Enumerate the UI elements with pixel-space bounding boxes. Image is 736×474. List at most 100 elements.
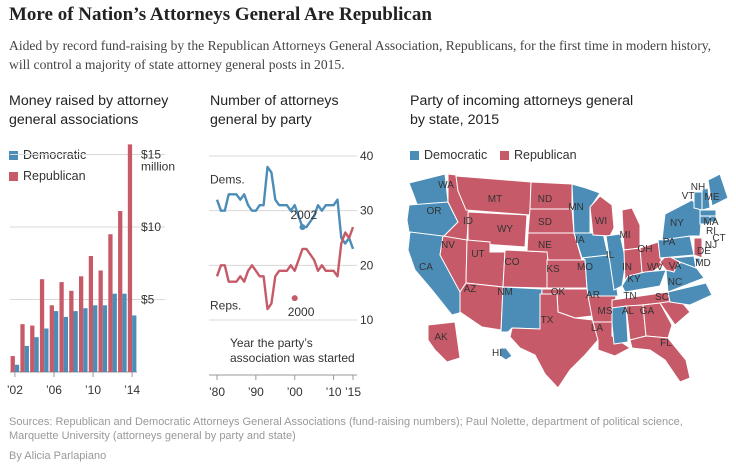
party-title-line-1: Number of attorneys (210, 93, 339, 109)
state-mt (455, 175, 532, 216)
state-shapes (406, 173, 729, 389)
state-co (502, 249, 549, 289)
party-y-tick-label: 10 (360, 313, 374, 327)
dems-series-label: Dems. (210, 173, 245, 187)
state-ma (699, 209, 717, 217)
state-label-or: OR (427, 206, 442, 217)
map-title-line-2: by state, 2015 (410, 112, 500, 128)
state-wy (467, 211, 528, 248)
democratic-bar-2004 (34, 337, 39, 372)
republican-bar-2004 (30, 325, 35, 372)
map-legend-republican-label: Republican (514, 148, 577, 162)
state-label-de: DE (697, 246, 711, 257)
state-label-mi: MI (619, 230, 630, 241)
headline: More of Nation’s Attorneys General Are R… (9, 4, 432, 25)
state-label-id: ID (463, 216, 473, 227)
state-label-ak: AK (434, 332, 448, 343)
money-chart-title: Money raised by attorney general associa… (9, 92, 168, 130)
state-label-ri: RI (706, 226, 716, 237)
state-label-tn: TN (623, 291, 636, 302)
state-label-md: MD (695, 258, 711, 269)
state-vt (693, 191, 703, 211)
democratic-bar-2010 (93, 305, 98, 372)
map-legend-democratic: Democratic (410, 148, 487, 162)
state-me (707, 173, 729, 207)
republican-bar-2012 (108, 234, 113, 372)
money-legend-republican: Republican (9, 169, 86, 183)
state-label-mo: MO (577, 262, 593, 273)
state-label-mn: MN (568, 202, 584, 213)
map-legend-democratic-label: Democratic (424, 148, 488, 162)
state-label-mt: MT (488, 194, 502, 205)
state-label-al: AL (622, 306, 635, 317)
source-note: Sources: Republican and Democratic Attor… (9, 416, 683, 442)
money-title-line-2: general associations (9, 112, 139, 128)
state-ga (642, 302, 673, 339)
dek: Aided by record fund-raising by the Repu… (9, 38, 712, 72)
money-x-tick-label: ’10 (85, 383, 101, 397)
state-label-co: CO (505, 257, 520, 268)
state-label-nj: NJ (705, 240, 717, 251)
map-republican-swatch (500, 150, 509, 160)
map-title-line-1: Party of incoming attorneys general (410, 93, 634, 109)
state-label-pa: PA (663, 237, 676, 248)
state-label-me: ME (705, 192, 720, 203)
state-wi (589, 195, 615, 237)
democratic-bar-2007 (63, 316, 69, 372)
state-label-vt: VT (682, 191, 695, 202)
state-label-ut: UT (471, 249, 484, 260)
republican-bar-2008 (69, 290, 74, 372)
money-x-tick-label: ’06 (46, 383, 62, 397)
reps-series-label: Reps. (210, 298, 241, 312)
democratic-bar-2006 (53, 311, 59, 372)
money-y-tick-label: $15 (141, 148, 161, 162)
dem-association-marker (299, 224, 306, 231)
republican-swatch (9, 171, 18, 181)
republican-bar-2005 (39, 279, 45, 372)
democratic-bar-2008 (73, 311, 78, 372)
state-label-ar: AR (586, 290, 600, 301)
state-label-az: AZ (464, 284, 477, 295)
state-label-sc: SC (655, 292, 669, 303)
state-label-ok: OK (551, 287, 566, 298)
party-title-line-2: general by party (210, 112, 312, 128)
republican-bar-2014 (127, 144, 133, 372)
party-y-tick-label: 40 (360, 149, 374, 163)
republican-bar-2013 (118, 211, 123, 372)
democratic-bar-2012 (112, 293, 117, 372)
democratic-bar-2003 (24, 345, 29, 372)
state-oh (639, 241, 663, 276)
state-fl (629, 335, 691, 383)
republican-bar-2010 (88, 256, 94, 372)
state-mi (621, 207, 641, 251)
state-label-oh: OH (638, 244, 653, 255)
money-y-tick-label: $10 (141, 220, 161, 234)
state-label-wv: WV (647, 262, 663, 273)
republican-bar-2011 (98, 270, 103, 372)
party-x-tick-label: ’90 (248, 385, 264, 399)
state-label-il: IL (606, 250, 615, 261)
party-chart-title: Number of attorneys general by party (210, 92, 339, 130)
state-label-ma: MA (704, 217, 719, 228)
byline: By Alicia Parlapiano (9, 450, 107, 462)
state-nj (693, 237, 703, 259)
state-label-fl: FL (660, 338, 672, 349)
state-ny (661, 199, 703, 241)
democratic-bar-2013 (122, 293, 127, 372)
party-x-tick-label: ’10 (326, 385, 342, 399)
map-legend-republican: Republican (500, 148, 577, 162)
money-x-tick-label: ’02 (7, 383, 23, 397)
state-label-wi: WI (595, 216, 607, 227)
democratic-bar-2005 (44, 328, 49, 372)
state-nh (701, 187, 711, 211)
state-ms (611, 305, 629, 345)
money-y-unit-label: million (141, 160, 175, 174)
democratic-bar-2011 (102, 305, 108, 372)
association-note-line-2: association was started (230, 351, 355, 365)
map-title: Party of incoming attorneys general by s… (410, 92, 633, 130)
money-legend-republican-label: Republican (23, 169, 86, 183)
money-x-tick-label: ’14 (124, 383, 140, 397)
